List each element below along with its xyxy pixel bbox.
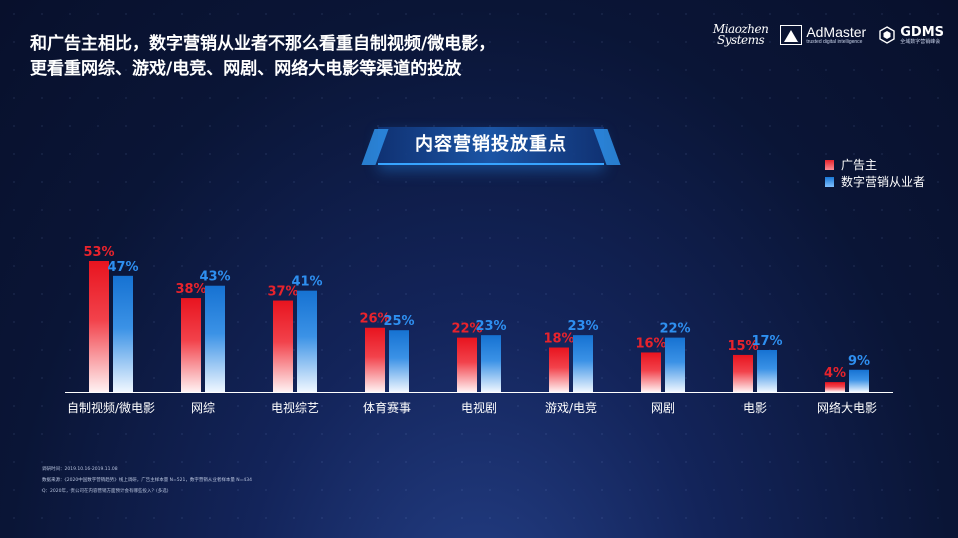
data-label-advertiser: 4% [824, 366, 846, 381]
data-label-marketer: 25% [383, 314, 414, 329]
data-label-marketer: 47% [107, 260, 138, 275]
data-label-marketer: 9% [848, 354, 870, 369]
page-title-line-1: 和广告主相比，数字营销从业者不那么看重自制视频/微电影， [30, 34, 496, 54]
page-title-line-2: 更看重网综、游戏/电竞、网剧、网络大电影等渠道的投放 [30, 59, 462, 79]
chart-legend: 广告主 数字营销从业者 [825, 156, 925, 190]
bar-marketer [113, 275, 133, 392]
bar-advertiser [733, 354, 753, 392]
legend-label-marketer: 数字营销从业者 [841, 175, 926, 189]
bar-advertiser [181, 298, 201, 392]
miaozhen-logo: Miaozhen Systems [712, 22, 769, 47]
bar-advertiser [457, 337, 477, 392]
bar-advertiser [549, 347, 569, 392]
data-label-advertiser: 53% [83, 245, 114, 260]
bar-advertiser [641, 352, 661, 392]
category-label: 自制视频/微电影 [67, 400, 155, 415]
gdms-hexagon-icon [879, 26, 895, 44]
bar-advertiser [365, 327, 385, 392]
gdms-logo: GDMS 全域数字营销峰会 [878, 26, 944, 45]
bar-marketer [665, 337, 685, 392]
footnote-question: Q：2020年，贵公司在内容营销方面预计会有哪些投入？(多选) [42, 489, 169, 494]
category-label: 体育赛事 [363, 400, 411, 415]
legend-item-marketer: 数字营销从业者 [825, 173, 925, 190]
legend-swatch-advertiser [825, 159, 834, 170]
data-label-advertiser: 37% [267, 285, 298, 300]
bar-advertiser [825, 382, 845, 392]
admaster-logo: AdMaster trusted digital intelligence [780, 25, 866, 45]
data-label-marketer: 23% [567, 319, 598, 334]
footnotes: 调研时间：2019.10.16-2019.11.08 数据来源：《2020中国数… [42, 464, 252, 497]
bar-marketer [297, 290, 317, 392]
data-label-marketer: 43% [199, 270, 230, 285]
bar-marketer [573, 335, 593, 392]
data-label-advertiser: 26% [359, 312, 390, 327]
category-label: 网络大电影 [817, 400, 877, 415]
legend-swatch-marketer [825, 176, 834, 187]
logo-bar: Miaozhen Systems AdMaster trusted digita… [713, 18, 944, 52]
bar-marketer [205, 285, 225, 392]
category-label: 网综 [191, 401, 215, 415]
data-label-marketer: 41% [291, 275, 322, 290]
data-label-advertiser: 15% [727, 339, 758, 354]
bar-advertiser [273, 300, 293, 392]
category-label: 电视剧 [461, 400, 497, 415]
category-label: 网剧 [651, 401, 675, 415]
legend-label-advertiser: 广告主 [841, 158, 878, 172]
data-label-advertiser: 22% [451, 322, 482, 337]
bar-advertiser [89, 261, 109, 392]
data-label-advertiser: 18% [543, 332, 574, 347]
category-label: 游戏/电竞 [545, 401, 597, 415]
bar-marketer [481, 335, 501, 392]
data-label-marketer: 17% [751, 334, 782, 349]
data-label-advertiser: 38% [175, 282, 206, 297]
data-label-advertiser: 16% [635, 336, 666, 351]
footnote-data-source: 数据来源：《2020中国数字营销趋势》线上调研，广告主样本量 N=521，数字营… [42, 478, 253, 483]
bar-marketer [757, 349, 777, 392]
chart-title: 内容营销投放重点 [378, 127, 604, 165]
admaster-mark-icon [780, 25, 803, 45]
bar-marketer [389, 330, 409, 392]
legend-item-advertiser: 广告主 [825, 156, 925, 173]
footnote-survey-time: 调研时间：2019.10.16-2019.11.08 [42, 467, 118, 472]
data-label-marketer: 22% [659, 322, 690, 337]
category-label: 电视综艺 [271, 400, 319, 415]
page-title: 和广告主相比，数字营销从业者不那么看重自制视频/微电影， 更看重网综、游戏/电竞… [30, 32, 495, 82]
bar-marketer [849, 369, 869, 392]
category-label: 电影 [743, 401, 767, 415]
data-label-marketer: 23% [475, 319, 506, 334]
